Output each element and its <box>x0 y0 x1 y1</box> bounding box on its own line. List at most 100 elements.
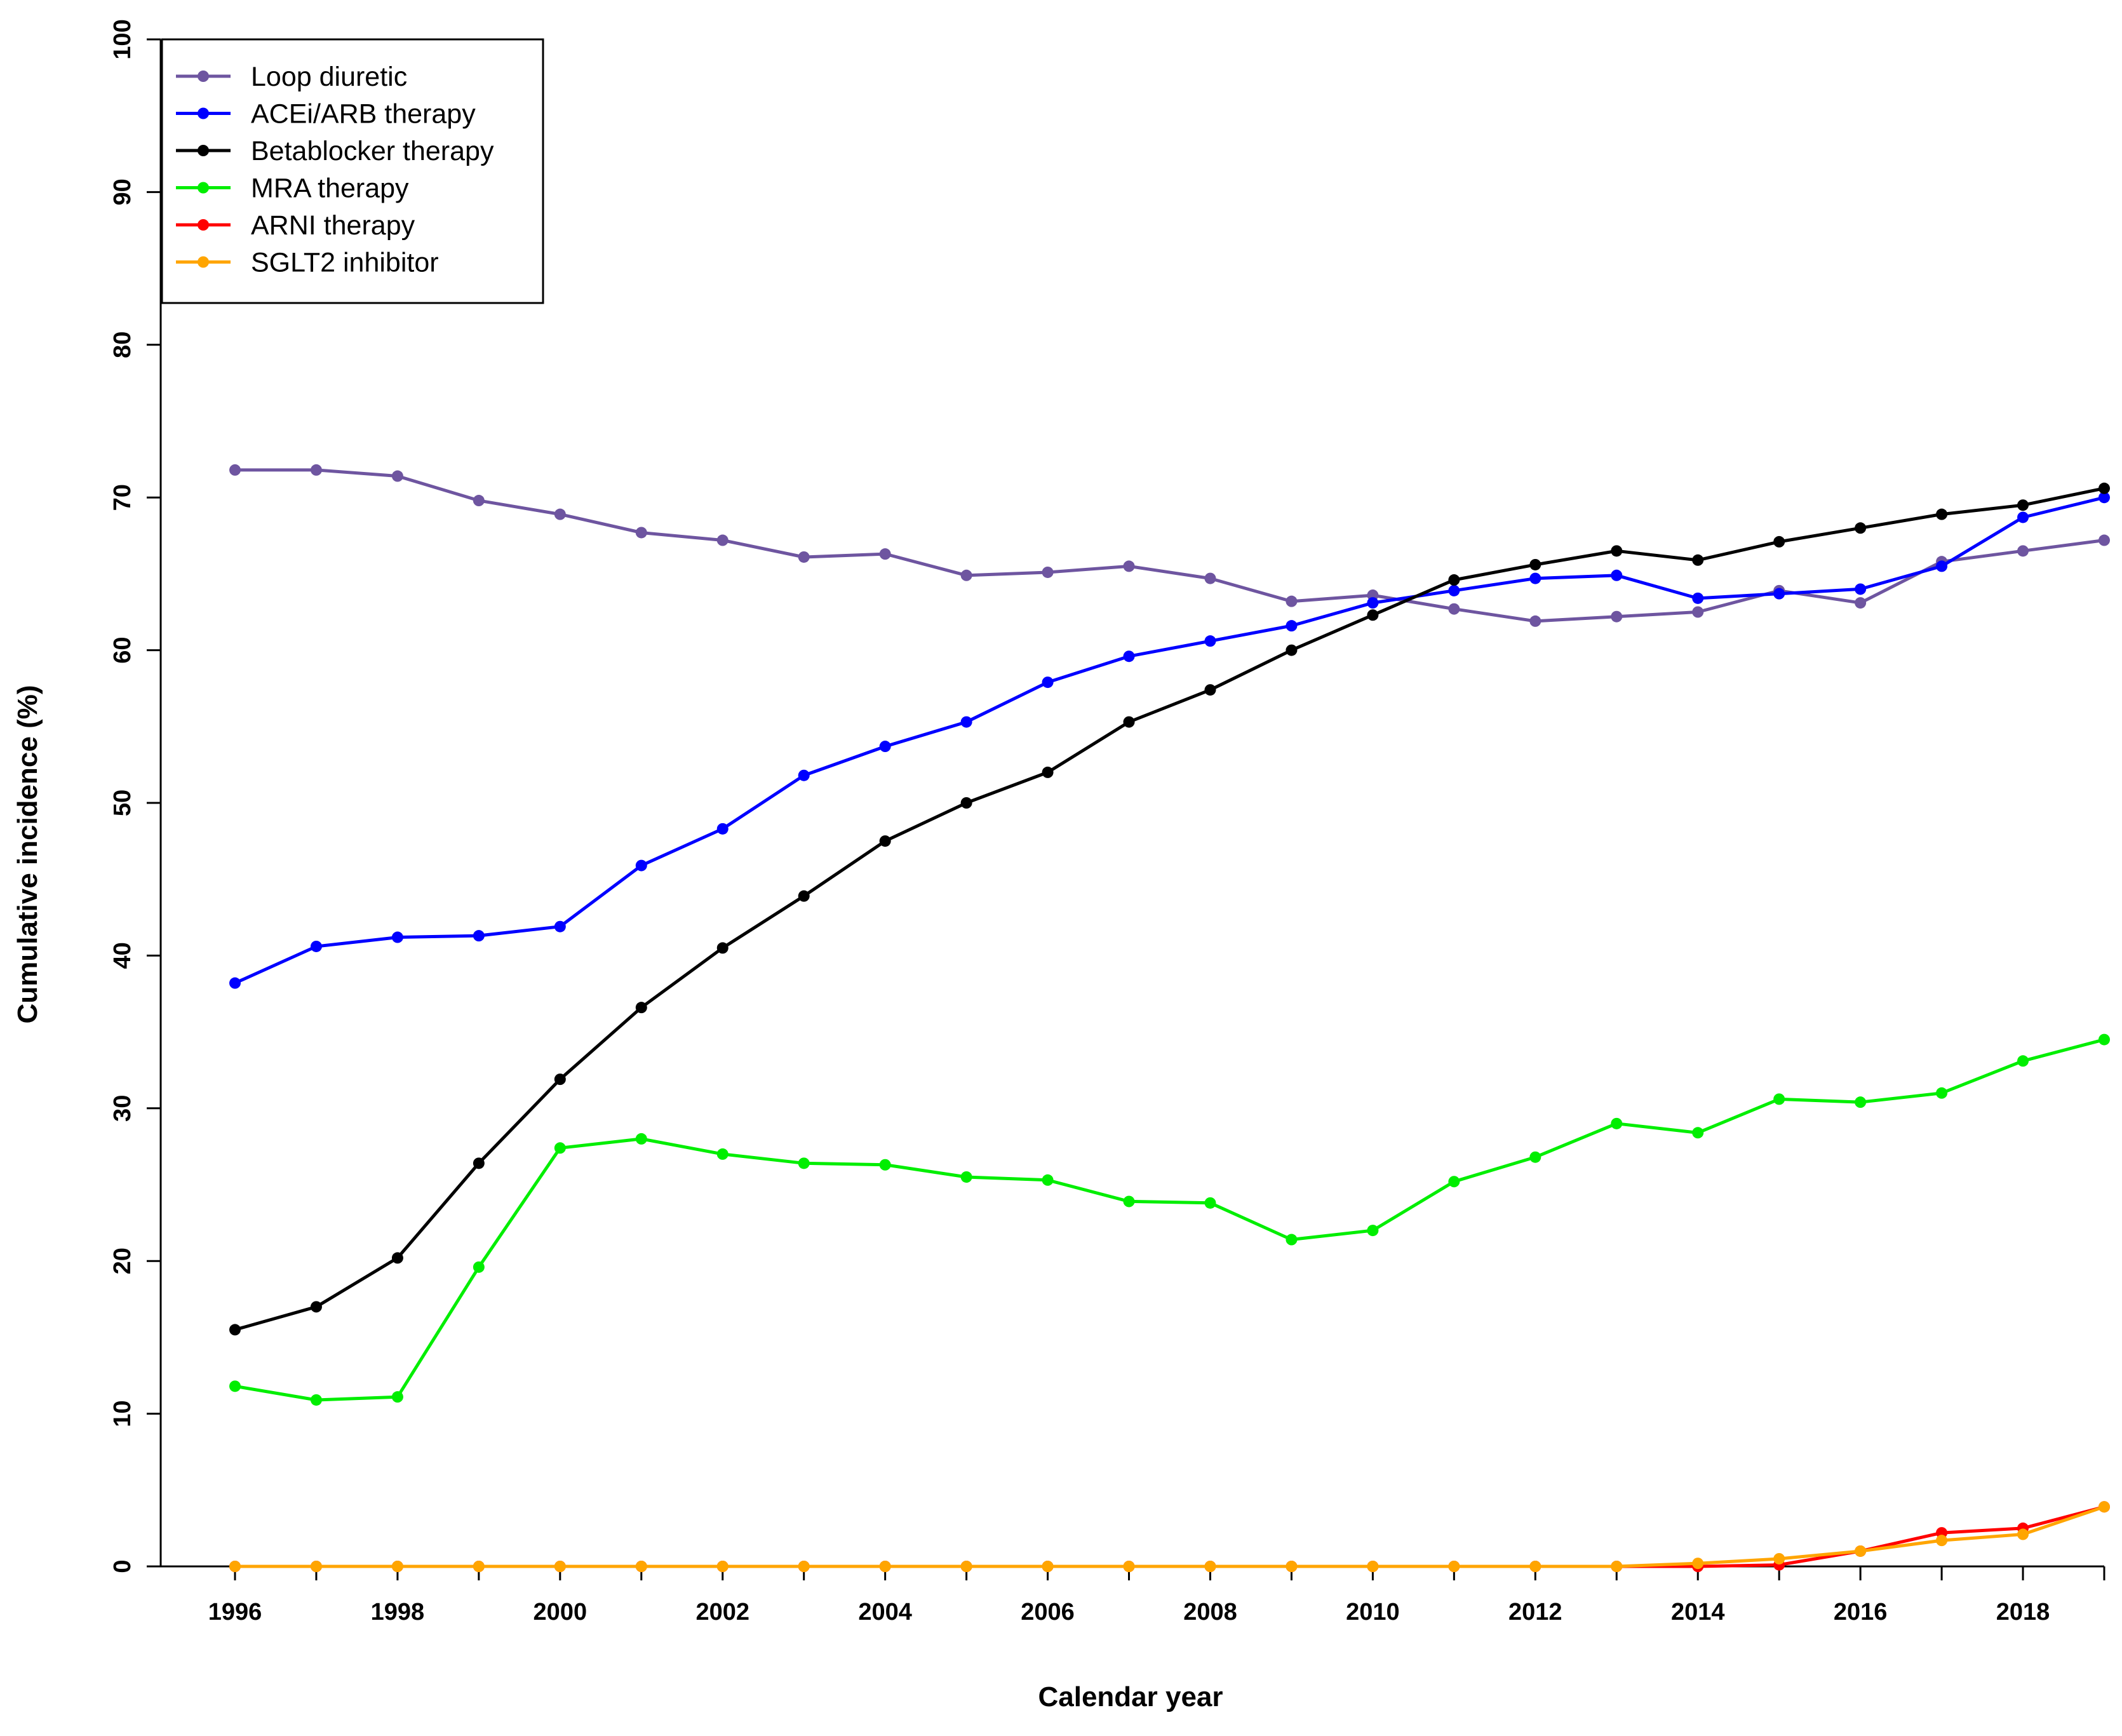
data-point-acei-arb-therapy <box>1204 635 1216 647</box>
data-point-acei-arb-therapy <box>635 859 647 871</box>
data-point-loop-diuretic <box>798 551 810 563</box>
data-point-loop-diuretic <box>1855 597 1867 609</box>
data-point-acei-arb-therapy <box>716 823 729 835</box>
data-point-mra-therapy <box>473 1261 485 1273</box>
legend-label: Betablocker therapy <box>251 136 494 166</box>
data-point-sglt2-inhibitor <box>1611 1561 1623 1572</box>
data-point-acei-arb-therapy <box>1855 583 1867 595</box>
data-point-betablocker-therapy <box>1367 609 1379 621</box>
data-point-betablocker-therapy <box>1448 574 1460 586</box>
legend-swatch-marker <box>198 256 209 268</box>
data-point-mra-therapy <box>635 1133 647 1145</box>
data-point-loop-diuretic <box>229 464 241 476</box>
data-point-sglt2-inhibitor <box>1286 1561 1298 1572</box>
data-point-sglt2-inhibitor <box>1773 1552 1785 1564</box>
data-point-sglt2-inhibitor <box>1204 1561 1216 1572</box>
data-point-mra-therapy <box>1529 1151 1541 1163</box>
data-point-sglt2-inhibitor <box>716 1561 729 1572</box>
data-point-betablocker-therapy <box>1855 522 1867 534</box>
data-point-sglt2-inhibitor <box>473 1561 485 1572</box>
data-point-loop-diuretic <box>473 495 485 507</box>
x-tick-label: 2002 <box>695 1599 749 1625</box>
data-point-betablocker-therapy <box>798 890 810 902</box>
data-point-betablocker-therapy <box>635 1002 647 1014</box>
legend-label: SGLT2 inhibitor <box>251 248 439 278</box>
data-point-loop-diuretic <box>2098 534 2110 546</box>
data-point-acei-arb-therapy <box>473 930 485 942</box>
data-point-sglt2-inhibitor <box>1692 1558 1704 1570</box>
y-tick-label: 20 <box>109 1248 136 1274</box>
data-point-mra-therapy <box>879 1159 891 1171</box>
data-point-loop-diuretic <box>1448 603 1460 615</box>
data-point-sglt2-inhibitor <box>1042 1561 1054 1572</box>
data-point-loop-diuretic <box>310 464 322 476</box>
data-point-loop-diuretic <box>2017 545 2029 557</box>
y-tick-label: 50 <box>109 790 136 816</box>
data-point-mra-therapy <box>1936 1087 1948 1099</box>
data-point-sglt2-inhibitor <box>879 1561 891 1572</box>
data-point-acei-arb-therapy <box>1448 584 1460 596</box>
data-point-mra-therapy <box>1204 1197 1216 1209</box>
data-point-betablocker-therapy <box>229 1324 241 1336</box>
data-point-betablocker-therapy <box>716 942 729 954</box>
data-point-sglt2-inhibitor <box>391 1561 403 1572</box>
x-axis-title: Calendar year <box>1038 1681 1223 1712</box>
legend-swatch-marker <box>198 182 209 194</box>
data-point-mra-therapy <box>960 1171 972 1183</box>
data-point-loop-diuretic <box>391 470 403 482</box>
y-axis-title: Cumulative incidence (%) <box>12 685 43 1023</box>
data-point-mra-therapy <box>2098 1033 2110 1046</box>
data-point-loop-diuretic <box>635 527 647 539</box>
data-point-mra-therapy <box>1042 1174 1054 1186</box>
data-point-sglt2-inhibitor <box>554 1561 566 1572</box>
data-point-mra-therapy <box>1611 1117 1623 1129</box>
series-line-mra-therapy <box>234 1038 2105 1402</box>
data-point-acei-arb-therapy <box>1123 650 1135 663</box>
legend-label: Loop diuretic <box>251 62 407 92</box>
data-point-mra-therapy <box>1692 1127 1704 1139</box>
data-point-betablocker-therapy <box>391 1252 403 1264</box>
data-point-acei-arb-therapy <box>2098 492 2110 504</box>
data-point-betablocker-therapy <box>1204 684 1216 696</box>
data-point-acei-arb-therapy <box>960 716 972 728</box>
data-point-mra-therapy <box>798 1157 810 1169</box>
data-point-betablocker-therapy <box>1936 508 1948 520</box>
x-tick-label: 2010 <box>1346 1599 1400 1625</box>
data-point-acei-arb-therapy <box>1611 569 1623 581</box>
x-tick-label: 2014 <box>1671 1599 1725 1625</box>
legend-box <box>161 38 544 304</box>
data-point-loop-diuretic <box>1611 610 1623 622</box>
data-point-betablocker-therapy <box>879 835 891 847</box>
x-tick-label: 2018 <box>1996 1599 2050 1625</box>
data-point-mra-therapy <box>310 1394 322 1406</box>
data-point-loop-diuretic <box>960 569 972 581</box>
data-point-betablocker-therapy <box>310 1301 322 1313</box>
legend: Loop diuretic ACEi/ARB therapy Betablocker… <box>161 38 544 304</box>
series-layer <box>229 464 2110 1572</box>
data-point-mra-therapy <box>1448 1176 1460 1188</box>
data-point-sglt2-inhibitor <box>310 1561 322 1572</box>
data-point-mra-therapy <box>716 1148 729 1160</box>
data-point-acei-arb-therapy <box>1367 597 1379 609</box>
data-point-acei-arb-therapy <box>1936 560 1948 572</box>
data-point-sglt2-inhibitor <box>1855 1545 1867 1557</box>
data-point-sglt2-inhibitor <box>1367 1561 1379 1572</box>
data-point-mra-therapy <box>1367 1225 1379 1237</box>
data-point-betablocker-therapy <box>1611 545 1623 557</box>
data-point-betablocker-therapy <box>1286 644 1298 656</box>
data-point-acei-arb-therapy <box>391 931 403 943</box>
series-line-acei-arb-therapy <box>234 495 2105 985</box>
x-tick-label: 2016 <box>1834 1599 1888 1625</box>
data-point-loop-diuretic <box>1042 566 1054 578</box>
data-point-acei-arb-therapy <box>879 741 891 753</box>
data-point-mra-therapy <box>1123 1195 1135 1208</box>
data-point-acei-arb-therapy <box>554 920 566 932</box>
data-point-betablocker-therapy <box>2098 482 2110 494</box>
data-point-mra-therapy <box>554 1142 566 1154</box>
legend-swatch-marker <box>198 107 209 119</box>
data-point-betablocker-therapy <box>554 1073 566 1086</box>
data-point-betablocker-therapy <box>1529 558 1541 570</box>
legend-swatch-marker <box>198 219 209 231</box>
